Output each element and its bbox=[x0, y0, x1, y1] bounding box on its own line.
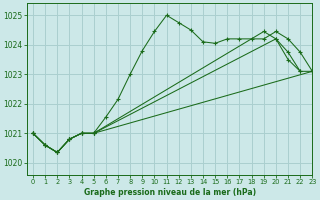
X-axis label: Graphe pression niveau de la mer (hPa): Graphe pression niveau de la mer (hPa) bbox=[84, 188, 256, 197]
